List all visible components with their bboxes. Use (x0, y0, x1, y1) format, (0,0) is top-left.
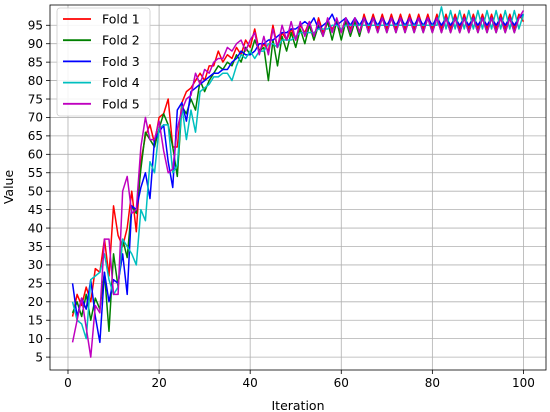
y-axis-ticks: 5 10 15 20 25 30 35 40 45 50 55 60 65 70 75 80 85 90 95 (28, 19, 50, 364)
y-tick-label: 55 (28, 166, 43, 180)
legend-label: Fold 5 (102, 96, 140, 111)
legend-box (56, 7, 151, 117)
y-tick-label: 10 (28, 332, 43, 346)
y-tick-label: 40 (28, 221, 43, 235)
y-axis-label: Value (1, 170, 16, 205)
y-tick-label: 95 (28, 19, 43, 33)
x-tick-label: 0 (64, 376, 72, 390)
series-line-fold-5 (71, 10, 525, 358)
y-tick-label: 50 (28, 184, 43, 198)
y-tick-label: 35 (28, 240, 43, 254)
y-tick-label: 25 (28, 277, 43, 291)
legend-label: Fold 2 (102, 33, 140, 48)
series-line-fold-4 (71, 6, 525, 340)
y-tick-label: 15 (28, 314, 43, 328)
y-tick-label: 60 (28, 148, 43, 162)
y-tick-label: 85 (28, 55, 43, 69)
x-tick-label: 80 (425, 376, 440, 390)
x-tick-label: 40 (243, 376, 258, 390)
grid (50, 5, 546, 370)
y-tick-label: 65 (28, 129, 43, 143)
x-axis-ticks: 0 20 40 60 80 100 (64, 370, 535, 390)
y-tick-label: 70 (28, 111, 43, 125)
legend-label: Fold 1 (102, 12, 140, 27)
y-tick-label: 75 (28, 92, 43, 106)
y-tick-label: 45 (28, 203, 43, 217)
y-tick-label: 80 (28, 74, 43, 88)
series-lines (71, 6, 525, 358)
y-tick-label: 90 (28, 37, 43, 51)
y-tick-label: 30 (28, 258, 43, 272)
y-tick-label: 20 (28, 295, 43, 309)
legend: Fold 1 Fold 2 Fold 3 Fold 4 Fold 5 (56, 7, 151, 117)
y-tick-label: 5 (35, 350, 43, 364)
plot-frame (49, 4, 547, 371)
x-axis-label: Iteration (271, 398, 324, 412)
legend-label: Fold 4 (102, 75, 140, 90)
x-tick-label: 100 (512, 376, 535, 390)
x-tick-label: 20 (151, 376, 166, 390)
legend-label: Fold 3 (102, 54, 140, 69)
x-tick-label: 60 (334, 376, 349, 390)
